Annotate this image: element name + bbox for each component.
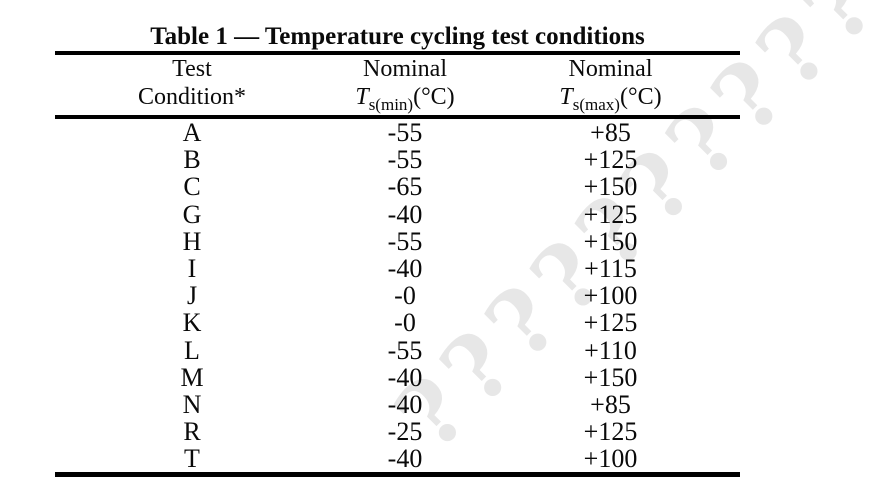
cell-tmax: +150 — [583, 362, 638, 392]
cell-tmax: +125 — [583, 308, 638, 338]
table-row: R -25 +125 — [55, 418, 740, 445]
cell-condition: R — [183, 417, 201, 447]
header-ts-min: Ts(min)(°C) — [329, 83, 481, 114]
cell-tmin: -55 — [387, 335, 423, 365]
cell-condition: B — [183, 145, 201, 175]
table-row: G -40 +125 — [55, 199, 740, 229]
table-row: A -55 +85 — [55, 119, 740, 146]
cell-tmin: -40 — [387, 253, 423, 283]
table-row: C -65 +150 — [55, 173, 740, 200]
cell-tmax: +100 — [583, 281, 638, 311]
cell-condition: I — [187, 253, 197, 283]
cell-tmin: -25 — [387, 417, 423, 447]
cell-tmax: +85 — [590, 118, 631, 147]
header-nominal-min: Nominal — [363, 56, 447, 82]
ts-min-unit: (°C) — [413, 84, 455, 110]
ts-min-subscript: s(min) — [368, 94, 414, 114]
cell-tmin: -0 — [394, 281, 416, 311]
table-row: L -55 +110 — [55, 335, 740, 365]
cell-condition: C — [183, 172, 201, 202]
table-rule-header-bottom — [55, 115, 740, 119]
cell-tmax: +110 — [584, 335, 637, 365]
cell-tmin: -55 — [387, 118, 423, 147]
cell-tmin: -55 — [387, 145, 423, 175]
table-row: H -55 +150 — [55, 228, 740, 255]
header-condition: Condition* — [137, 84, 246, 110]
cell-tmin: -40 — [387, 389, 423, 419]
ts-max-symbol: T — [559, 84, 573, 110]
header-nominal-max: Nominal — [568, 56, 653, 82]
table-row: T -40 +100 — [55, 445, 740, 472]
cell-condition: K — [182, 308, 202, 338]
cell-tmax: +125 — [583, 145, 638, 175]
cell-tmax: +100 — [583, 444, 638, 474]
ts-max-subscript: s(max) — [572, 94, 620, 114]
cell-condition: G — [182, 199, 202, 229]
cell-condition: J — [186, 281, 198, 311]
header-ts-max: Ts(max)(°C) — [481, 83, 740, 114]
table-rule-bottom — [55, 472, 740, 477]
cell-condition: T — [184, 444, 200, 474]
cell-tmin: -40 — [387, 362, 423, 392]
cell-tmax: +125 — [583, 199, 638, 229]
cell-tmin: -40 — [387, 444, 423, 474]
cell-tmax: +125 — [583, 417, 638, 447]
cell-tmin: -0 — [394, 308, 416, 338]
cell-tmin: -40 — [387, 199, 423, 229]
table-row: B -55 +125 — [55, 146, 740, 173]
table-header-line1: Test Nominal Nominal — [55, 55, 740, 83]
table-body: A -55 +85 B -55 +125 C -65 +150 G -40 +1… — [55, 119, 740, 473]
cell-tmax: +115 — [584, 253, 637, 283]
cell-condition: A — [182, 118, 202, 147]
cell-condition: H — [182, 226, 202, 256]
ts-min-symbol: T — [355, 84, 369, 110]
table-row: I -40 +115 — [55, 255, 740, 282]
table-row: K -0 +125 — [55, 309, 740, 336]
cell-tmin: -65 — [387, 172, 423, 202]
table-row: M -40 +150 — [55, 362, 740, 392]
cell-tmax: +150 — [583, 172, 638, 202]
table-row: N -40 +85 — [55, 391, 740, 418]
cell-condition: M — [180, 362, 204, 392]
table-rule-top — [55, 51, 740, 55]
table-title: Table 1 — Temperature cycling test condi… — [150, 23, 645, 50]
table-row: J -0 +100 — [55, 282, 740, 309]
cell-tmax: +150 — [583, 226, 638, 256]
cell-condition: L — [184, 335, 200, 365]
cell-condition: N — [182, 389, 202, 419]
cell-tmin: -55 — [387, 226, 423, 256]
cell-tmax: +85 — [590, 389, 631, 419]
header-test: Test — [172, 56, 212, 82]
table-header-line2: Condition* Ts(min)(°C) Ts(max)(°C) — [55, 83, 740, 114]
ts-max-unit: (°C) — [619, 84, 662, 110]
